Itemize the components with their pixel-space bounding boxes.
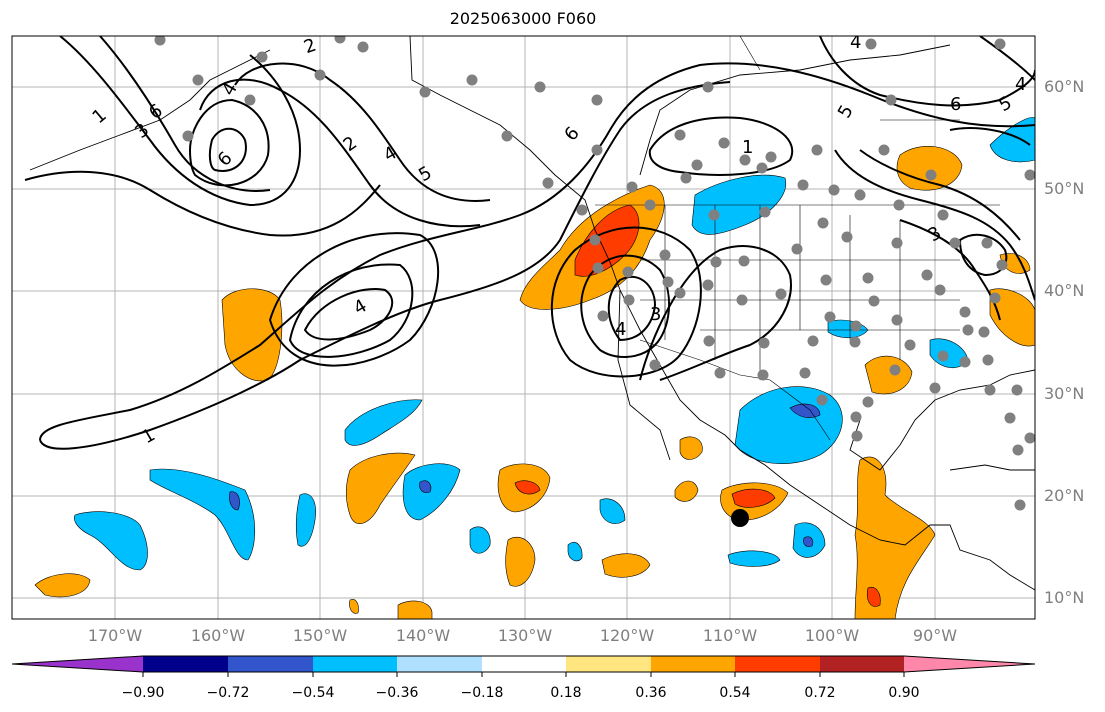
colorbar-tick-label: −0.36 (375, 685, 419, 701)
lon-label: 170°W (87, 626, 143, 645)
contour-label: 4 (615, 319, 626, 340)
lat-label: 10°N (1044, 588, 1085, 607)
colorbar-segment (651, 656, 735, 672)
colorbar-tick-label: −0.18 (460, 685, 504, 701)
lon-label: 140°W (395, 626, 451, 645)
target-point-marker (731, 509, 749, 527)
contour-label: 1 (742, 137, 753, 158)
contour-label: 4 (1015, 74, 1026, 95)
lon-label: 150°W (292, 626, 348, 645)
contour-label: 5 (995, 92, 1015, 116)
lat-label: 60°N (1044, 77, 1085, 96)
map-title: 2025063000 F060 (449, 9, 597, 28)
colorbar-tick-label: −0.72 (206, 685, 250, 701)
colorbar-tick-label: 0.18 (550, 685, 582, 701)
contour-lines (24, 36, 1035, 450)
colorbar-segment (904, 656, 1035, 672)
lon-label: 90°W (912, 626, 958, 645)
lat-label: 50°N (1044, 179, 1085, 198)
colorbar-segment (12, 656, 143, 672)
map-frame (11, 35, 1036, 620)
lon-label: 130°W (497, 626, 553, 645)
colorbar-segment (313, 656, 397, 672)
colorbar (11, 655, 1036, 677)
contour-label: 4 (850, 32, 861, 53)
lon-label: 110°W (702, 626, 758, 645)
contour-label: 1 (88, 105, 110, 128)
lat-label: 40°N (1044, 281, 1085, 300)
contour-label: 5 (834, 101, 858, 121)
colorbar-segment (228, 656, 313, 672)
contour-label: 6 (145, 100, 166, 124)
contour-label: 3 (925, 222, 945, 246)
contour-label: 2 (340, 132, 361, 156)
contour-label: 6 (214, 148, 237, 171)
colorbar-segment (397, 656, 482, 672)
contour-label: 4 (350, 295, 370, 319)
colorbar-segment (143, 656, 228, 672)
contour-label: 6 (950, 94, 961, 115)
lat-label: 20°N (1044, 486, 1085, 505)
lon-label: 120°W (599, 626, 655, 645)
colorbar-tick-label: 0.54 (719, 685, 751, 701)
lon-label: 100°W (804, 626, 860, 645)
colorbar-tick-label: −0.90 (121, 685, 165, 701)
colorbar-segment (566, 656, 651, 672)
colorbar-tick-label: 0.90 (888, 685, 920, 701)
lon-label: 160°W (190, 626, 246, 645)
lat-label: 30°N (1044, 384, 1085, 403)
colorbar-segment (482, 656, 566, 672)
contour-label: 3 (650, 304, 661, 325)
colorbar-segment (820, 656, 904, 672)
station-markers (154, 36, 1035, 511)
colorbar-segment (735, 656, 820, 672)
colorbar-tick-label: 0.72 (804, 685, 836, 701)
anomaly-shading (34, 117, 1035, 619)
contour-label: 6 (560, 123, 583, 145)
contour-label: 5 (415, 162, 435, 186)
contour-label: 2 (301, 35, 319, 59)
colorbar-tick-label: 0.36 (635, 685, 667, 701)
contour-label: 4 (380, 142, 400, 166)
colorbar-tick-label: −0.54 (291, 685, 335, 701)
